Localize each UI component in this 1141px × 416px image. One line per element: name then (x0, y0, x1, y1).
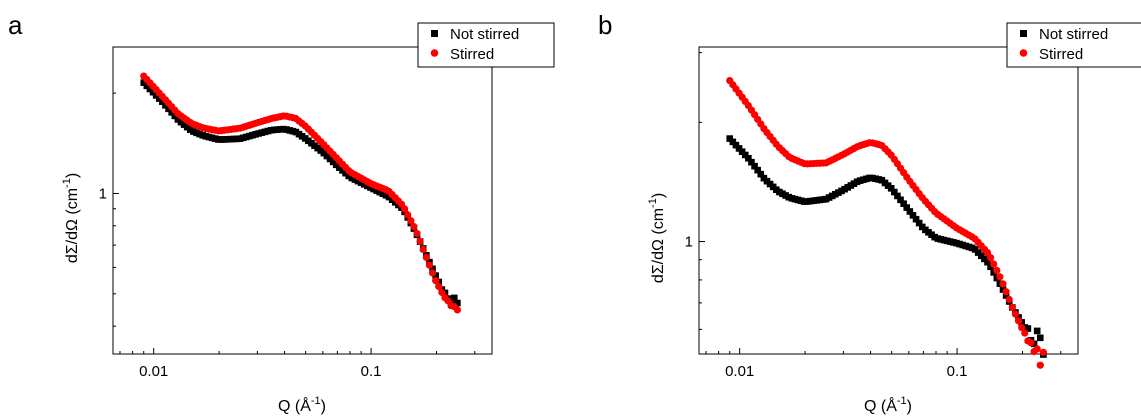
series-not-stirred-points (140, 79, 461, 309)
panel-letter-b: b (598, 10, 612, 40)
x-tick-label: 0.1 (361, 363, 382, 380)
panel-b: b 0.01 0.1 1 Q (Å-1) dΣ/dΩ (cm-1) Not sti… (598, 10, 1141, 415)
data-point (909, 212, 917, 219)
data-point (435, 282, 443, 291)
data-point (990, 260, 998, 268)
data-point (999, 280, 1007, 288)
legend-marker-stirred (1019, 49, 1028, 57)
legend-label-not-stirred: Not stirred (450, 26, 519, 43)
data-point (990, 269, 998, 276)
data-point (754, 166, 761, 174)
data-point (432, 276, 440, 285)
data-point (425, 261, 434, 269)
data-point (748, 158, 755, 166)
data-point (168, 109, 175, 116)
data-point (984, 258, 991, 266)
y-ticks: 1 (99, 92, 119, 327)
data-point (453, 306, 461, 314)
data-point (413, 229, 421, 238)
data-point (400, 205, 409, 213)
data-point (887, 185, 895, 192)
data-point (1005, 295, 1013, 304)
data-point (410, 222, 418, 231)
data-point (450, 294, 458, 302)
legend-box (1006, 22, 1141, 68)
legend-label-stirred: Stirred (450, 46, 494, 63)
legend-box (417, 22, 555, 68)
plot-frame (698, 46, 1079, 355)
data-point (1036, 361, 1044, 369)
x-axis-label: Q (Å-1) (278, 395, 326, 415)
legend-label-not-stirred: Not stirred (1039, 26, 1108, 43)
data-point (171, 112, 179, 120)
data-point (986, 254, 995, 262)
panel-letter-a: a (8, 10, 23, 40)
data-point (999, 286, 1007, 293)
data-point (906, 208, 914, 215)
x-tick-label: 0.1 (947, 363, 968, 380)
data-point (894, 192, 901, 200)
data-point (165, 105, 172, 113)
data-point (438, 288, 446, 297)
data-point (1014, 317, 1023, 325)
data-point (751, 162, 758, 170)
data-point (454, 299, 461, 307)
series-stirred-points (140, 72, 461, 314)
legend-marker-not-stirred (431, 30, 438, 37)
data-point (432, 272, 439, 279)
data-point (416, 237, 424, 246)
data-point (1033, 327, 1041, 335)
data-point (422, 253, 430, 262)
data-point (162, 101, 169, 109)
data-point (903, 204, 911, 211)
data-point (996, 273, 1004, 281)
y-axis-label: dΣ/dΩ (cm-1) (647, 193, 667, 283)
y-tick-label: 1 (99, 185, 107, 202)
data-point (745, 154, 752, 162)
data-point (1036, 334, 1044, 342)
data-point (915, 219, 923, 227)
legend: Not stirred Stirred (417, 22, 555, 68)
x-tick-label: 0.01 (725, 363, 754, 380)
legend-marker-stirred (430, 49, 439, 57)
series-not-stirred-points (726, 135, 1047, 358)
data-point (419, 245, 427, 254)
data-point (159, 98, 166, 106)
legend-marker-not-stirred (1020, 30, 1027, 37)
x-axis-label: Q (Å-1) (864, 395, 912, 415)
y-axis-label: dΣ/dΩ (cm-1) (61, 173, 81, 263)
x-tick-label: 0.01 (139, 363, 168, 380)
data-point (900, 200, 907, 208)
data-point (1039, 348, 1047, 356)
y-tick-label: 1 (685, 234, 693, 251)
data-point (987, 263, 994, 271)
data-point (1033, 345, 1041, 353)
data-point (404, 211, 412, 219)
data-point (993, 266, 1001, 275)
data-point (891, 188, 898, 196)
data-point (1008, 303, 1016, 311)
legend: Not stirred Stirred (1006, 22, 1141, 68)
plot-frame (112, 46, 493, 355)
panel-a: a 0.01 0.1 1 Q (Å-1) dΣ/dΩ (cm-1) Not sti… (8, 10, 555, 415)
data-point (1021, 329, 1029, 337)
data-point (1011, 310, 1020, 318)
x-ticks: 0.01 0.1 (705, 348, 1062, 380)
legend-label-stirred: Stirred (1039, 46, 1083, 63)
data-point (1002, 292, 1010, 299)
x-ticks: 0.01 0.1 (119, 348, 476, 380)
data-point (429, 265, 436, 273)
data-point (407, 217, 415, 225)
data-point (1002, 288, 1010, 296)
data-point (912, 215, 920, 223)
series-stirred-points (726, 76, 1047, 369)
data-point (897, 196, 904, 204)
data-point (1024, 325, 1032, 332)
data-point (757, 170, 765, 178)
data-point (428, 269, 437, 277)
y-ticks: 1 (685, 52, 705, 330)
data-point (1018, 323, 1026, 332)
data-point (1027, 339, 1035, 347)
